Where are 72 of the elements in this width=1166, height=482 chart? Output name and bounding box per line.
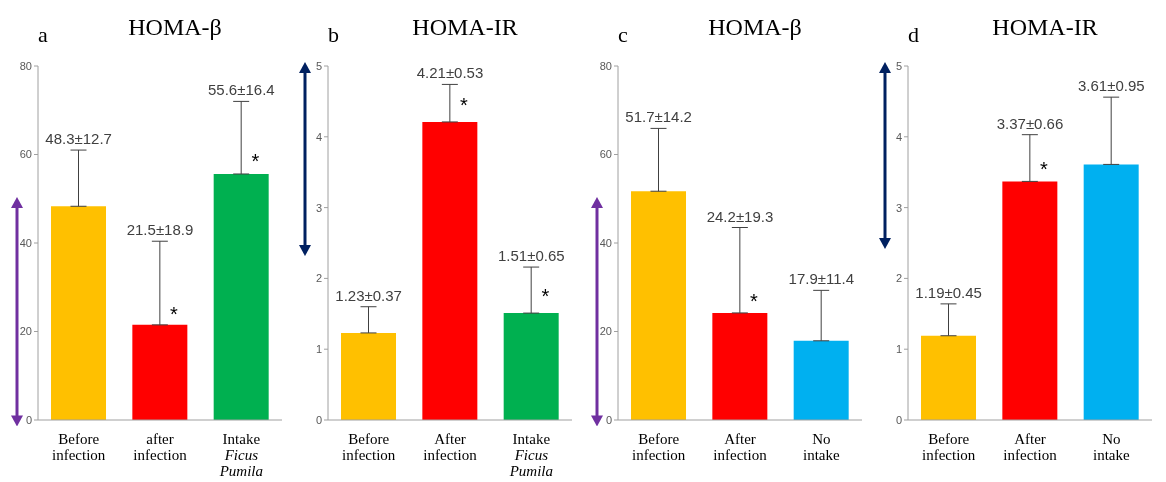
- x-tick-label: after infection: [133, 431, 188, 463]
- y-tick-label: 80: [19, 59, 32, 72]
- y-tick-label: 3: [315, 201, 322, 214]
- y-tick-label: 5: [895, 59, 902, 72]
- annotation: *: [541, 285, 550, 308]
- y-tick-label: 60: [599, 148, 612, 161]
- bar: [712, 312, 768, 420]
- bar: [631, 191, 687, 420]
- x-tick-label: Before infection: [632, 431, 686, 463]
- x-tick-label: After infection: [713, 431, 768, 463]
- annotation: 24.2±19.3: [706, 207, 774, 225]
- annotation: 1.23±0.37: [335, 286, 402, 304]
- y-tick-label: 20: [19, 325, 32, 338]
- y-tick-label: 0: [25, 413, 32, 426]
- y-tick-label: 2: [895, 272, 902, 285]
- x-tick-label: No intake: [1093, 431, 1130, 463]
- text: c: [618, 22, 628, 48]
- x-tick-label: After infection: [423, 431, 478, 463]
- y-tick-label: 2: [315, 272, 322, 285]
- bar: [132, 324, 188, 420]
- y-tick-label: 0: [895, 413, 902, 426]
- bar: [503, 313, 559, 420]
- annotation: 3.37±0.66: [996, 114, 1064, 132]
- x-tick-label: No intake: [803, 431, 840, 463]
- chart-title: HOMA-IR: [411, 14, 519, 41]
- y-tick-label: 0: [315, 413, 322, 426]
- y-tick-label: 3: [895, 201, 902, 214]
- y-tick-label: 0: [605, 413, 612, 426]
- y-tick-label: 4: [895, 130, 902, 143]
- annotation: 48.3±12.7: [45, 130, 112, 148]
- annotation: 55.6±16.4: [208, 81, 275, 99]
- x-tick-label: Before infection: [52, 431, 106, 463]
- x-tick-label: After infection: [1003, 431, 1058, 463]
- y-tick-label: 60: [19, 148, 32, 161]
- annotation: *: [170, 302, 179, 325]
- bar: [1083, 164, 1139, 420]
- annotation: 51.7±14.2: [625, 108, 692, 126]
- bar: [1002, 181, 1058, 420]
- y-tick-label: 1: [315, 343, 322, 356]
- bar: [793, 340, 849, 420]
- annotation: 1.51±0.65: [498, 247, 565, 265]
- y-tick-label: 20: [599, 325, 612, 338]
- y-tick-label: 80: [599, 59, 612, 72]
- annotation: *: [251, 150, 260, 173]
- annotation: *: [750, 289, 759, 312]
- annotation: 17.9±11.4: [788, 270, 855, 288]
- text: a: [38, 22, 48, 48]
- bar: [921, 335, 977, 420]
- annotation: 4.21±0.53: [416, 64, 484, 82]
- bar: [213, 173, 269, 420]
- annotation: 21.5±18.9: [126, 221, 194, 239]
- x-tick-label: Intake Ficus Pumila: [508, 431, 554, 479]
- annotation: *: [460, 94, 469, 117]
- y-tick-label: 1: [895, 343, 902, 356]
- chart-title: HOMA-β: [707, 14, 803, 41]
- x-tick-label: Intake Ficus Pumila: [218, 431, 264, 479]
- chart-title: HOMA-IR: [991, 14, 1099, 41]
- annotation: 3.61±0.95: [1078, 77, 1145, 95]
- text: b: [328, 22, 339, 48]
- x-tick-label: Before infection: [922, 431, 976, 463]
- text: d: [908, 22, 919, 48]
- bar: [51, 206, 107, 420]
- y-tick-label: 40: [599, 236, 612, 249]
- annotation: 1.19±0.45: [915, 283, 982, 301]
- y-tick-label: 4: [315, 130, 322, 143]
- bar: [341, 332, 397, 420]
- annotation: *: [1040, 157, 1049, 180]
- bar: [422, 121, 478, 420]
- y-tick-label: 40: [19, 236, 32, 249]
- chart-title: HOMA-β: [127, 14, 223, 41]
- x-tick-label: Before infection: [342, 431, 396, 463]
- y-tick-label: 5: [315, 59, 322, 72]
